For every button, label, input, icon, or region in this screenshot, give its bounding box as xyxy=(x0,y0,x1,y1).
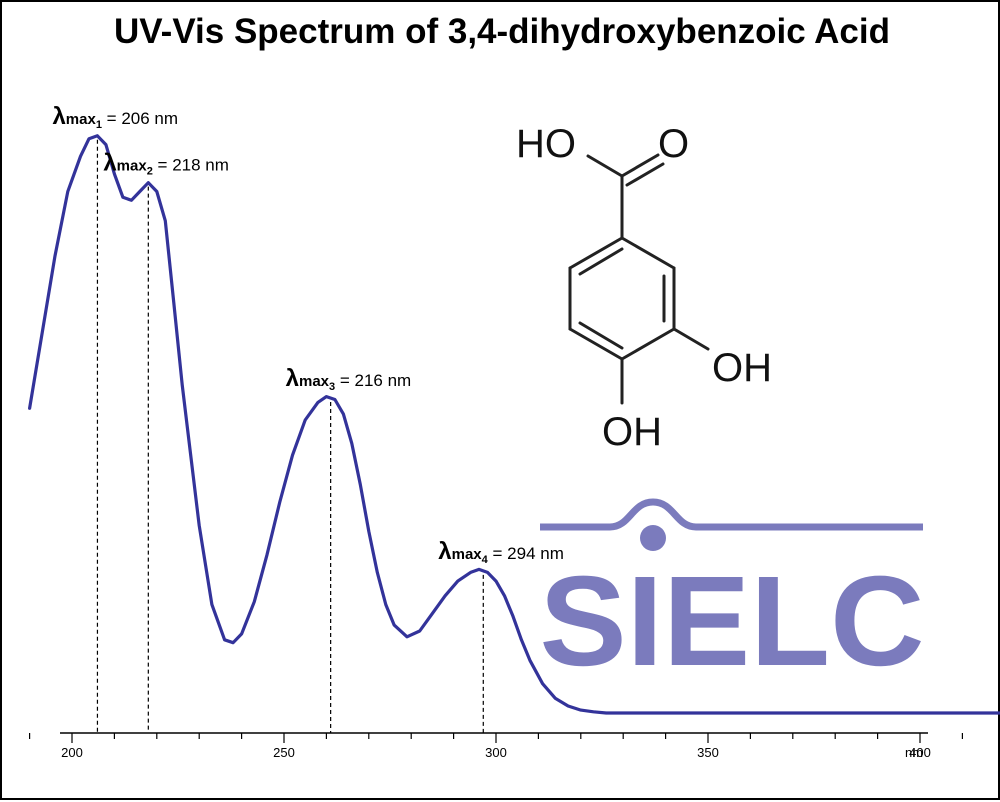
structure-label-ho: HO xyxy=(516,122,576,166)
x-axis-unit-label: nm xyxy=(905,745,923,760)
sielc-logo: SIELC xyxy=(540,498,925,693)
logo-text: SIELC xyxy=(540,550,925,693)
peak-label-index: 4 xyxy=(482,554,489,566)
hydroxyl-bond-3 xyxy=(672,327,710,351)
molecular-structure xyxy=(568,153,710,405)
x-tick-label: 250 xyxy=(273,745,295,760)
ring-bond-top-left xyxy=(568,236,624,270)
peak-label-symbol: λ xyxy=(103,150,116,177)
peak-label-index: 2 xyxy=(147,166,153,178)
peak-label-value: = 206 nm xyxy=(102,109,178,128)
spectrum-line xyxy=(28,134,1000,715)
logo-swoosh xyxy=(540,498,923,531)
ring-bond-bottom-left xyxy=(568,327,624,361)
peak-label-2: λmax2 = 218 nm xyxy=(103,150,229,178)
chart-title: UV-Vis Spectrum of 3,4-dihydroxybenzoic … xyxy=(113,12,890,51)
peak-label-symbol: λ xyxy=(52,103,65,130)
ring-inner-bond-top-left xyxy=(578,247,624,276)
structure-label-oh-3: OH xyxy=(712,346,772,390)
peak-label-1: λmax1 = 206 nm xyxy=(52,103,178,131)
peak-label-value: = 294 nm xyxy=(488,544,564,563)
structure-label-oh-4: OH xyxy=(602,410,662,454)
x-tick-label: 350 xyxy=(697,745,719,760)
peak-label-symbol: λ xyxy=(286,365,299,392)
hydroxyl-bond-carboxyl xyxy=(586,154,624,178)
ring-inner-bond-bottom-left xyxy=(578,321,624,350)
peak-label-3: λmax3 = 216 nm xyxy=(286,365,412,393)
x-axis-ticks xyxy=(29,733,964,743)
peak-label-index: 1 xyxy=(96,119,102,131)
carbonyl-bond-b xyxy=(625,162,665,187)
peak-label-value: = 216 nm xyxy=(335,371,411,390)
x-tick-label: 400 xyxy=(909,745,931,760)
carbonyl-bond-a xyxy=(620,153,660,178)
x-tick-label: 300 xyxy=(485,745,507,760)
ring-bond-top-right xyxy=(620,236,676,270)
x-tick-label: 200 xyxy=(61,745,83,760)
peak-label-value: = 218 nm xyxy=(153,156,229,175)
x-axis-tick-labels: 200250300350400450500550 xyxy=(61,745,931,760)
peak-label-index: 3 xyxy=(329,381,335,393)
peak-label-sub: max xyxy=(299,373,330,390)
peak-label-sub: max xyxy=(452,546,483,563)
peak-guide-lines xyxy=(96,139,484,733)
ring-bond-bottom-right xyxy=(620,327,676,361)
peak-label-sub: max xyxy=(117,158,148,175)
logo-dot xyxy=(640,525,666,551)
structure-label-o: O xyxy=(658,122,689,166)
peak-label-symbol: λ xyxy=(438,538,451,565)
peak-label-4: λmax4 = 294 nm xyxy=(438,538,564,566)
peak-label-sub: max xyxy=(66,111,97,128)
